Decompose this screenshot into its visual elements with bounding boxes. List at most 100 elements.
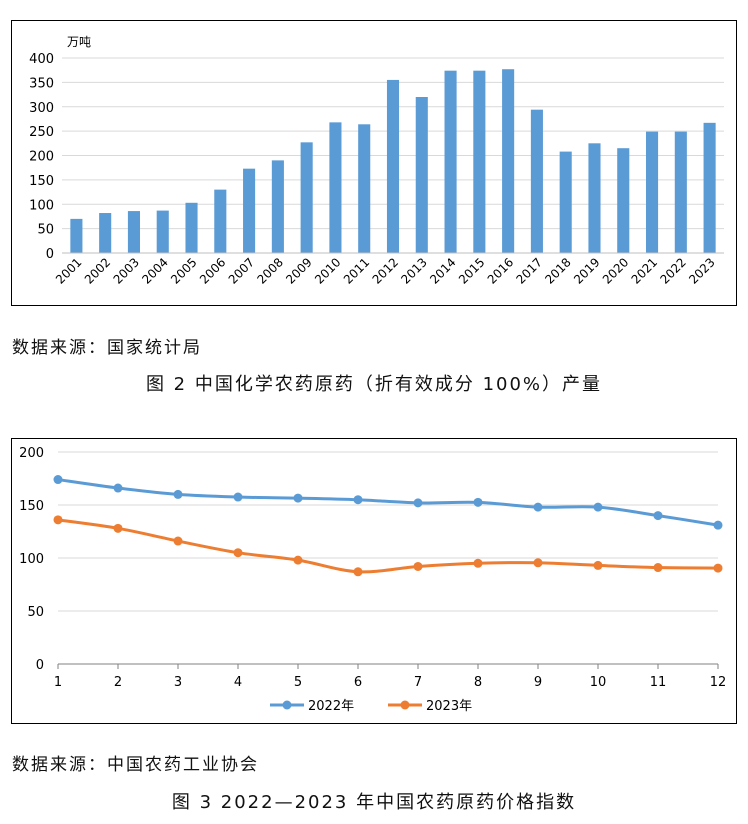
x-tick-label: 2002 (82, 255, 113, 286)
bar (99, 213, 112, 253)
y-tick-label: 0 (46, 247, 54, 262)
production-bar-chart: 0 50 100 150 200 250 300 350 400 万吨 2001 2002 2003 20… (11, 20, 737, 306)
data-point (173, 489, 183, 499)
y-unit-label: 万吨 (67, 35, 91, 49)
chart1-source: 数据来源：国家统计局 (12, 338, 202, 358)
bar (156, 210, 169, 253)
bar (271, 160, 284, 253)
x-tick-label: 2007 (226, 255, 257, 286)
x-tick-label: 2013 (398, 255, 429, 286)
legend-label: 2022年 (308, 699, 354, 714)
series-line (57, 518, 719, 574)
y-tick-label: 50 (37, 223, 54, 238)
y-tick-label: 350 (29, 76, 54, 91)
data-point (293, 493, 303, 503)
x-tick-label: 9 (534, 675, 542, 690)
data-point (353, 567, 363, 577)
data-point (173, 536, 183, 546)
data-point (233, 492, 243, 502)
x-tick-label: 7 (414, 675, 422, 690)
bar (415, 97, 428, 253)
x-tick-label: 2006 (197, 255, 228, 286)
bar (185, 202, 198, 253)
data-point (653, 563, 663, 573)
data-point (713, 563, 723, 573)
bar (444, 70, 457, 253)
x-tick-label: 8 (474, 675, 482, 690)
x-tick-label: 2018 (542, 255, 573, 286)
x-tick-label: 2004 (139, 255, 170, 286)
data-point (533, 558, 543, 568)
data-point (233, 548, 243, 558)
bar (703, 122, 716, 254)
data-point (53, 475, 63, 485)
x-tick-label: 2009 (283, 255, 314, 286)
x-tick-label: 12 (710, 675, 727, 690)
y-tick-label: 150 (19, 499, 44, 514)
bar (358, 124, 371, 253)
data-point (593, 560, 603, 570)
y-tick-label: 150 (29, 174, 54, 189)
bar (674, 131, 687, 253)
bar (300, 142, 313, 253)
y-tick-label: 250 (29, 125, 54, 140)
x-tick-label: 11 (650, 675, 667, 690)
data-point (113, 483, 123, 493)
bar (645, 131, 659, 253)
bar (588, 143, 601, 253)
chart2-title: 图 3 2022—2023 年中国农药原药价格指数 (171, 792, 577, 813)
data-point (113, 523, 123, 533)
x-tick-label: 2017 (514, 255, 545, 286)
bar (127, 211, 141, 253)
x-tick-label: 2016 (485, 255, 516, 286)
data-point (473, 558, 483, 568)
data-point (413, 561, 423, 571)
data-point (413, 498, 423, 508)
chart1-title: 图 2 中国化学农药原药（折有效成分 100%）产量 (145, 374, 603, 395)
x-tick-label: 4 (234, 675, 242, 690)
bar (617, 148, 630, 253)
x-tick-label: 2001 (53, 255, 84, 286)
bar (530, 109, 543, 253)
series-line (57, 478, 719, 527)
legend-marker (282, 700, 292, 710)
x-tick-label: 5 (294, 675, 302, 690)
price-index-line-chart: 0 50 100 150 200 1 2 3 4 5 6 7 8 9 10 11 12 2022年 2023年 (11, 438, 737, 724)
y-tick-label: 400 (29, 52, 54, 67)
x-tick-label: 2011 (341, 255, 372, 286)
bar (559, 151, 572, 253)
y-tick-label: 100 (19, 552, 44, 567)
x-tick-label: 2020 (600, 255, 631, 286)
data-point (293, 555, 303, 565)
bar (473, 70, 486, 253)
y-tick-label: 200 (29, 150, 54, 165)
data-point (653, 511, 663, 521)
x-tick-label: 3 (174, 675, 182, 690)
x-tick-label: 2022 (657, 255, 688, 286)
bar (502, 69, 515, 254)
x-tick-label: 2 (114, 675, 122, 690)
legend-label: 2023年 (426, 699, 472, 714)
x-tick-label: 2012 (370, 255, 401, 286)
bar (386, 79, 400, 253)
data-point (713, 520, 723, 530)
y-tick-label: 100 (29, 198, 54, 213)
x-tick-label: 2015 (456, 255, 487, 286)
data-point (533, 502, 543, 512)
x-tick-label: 2014 (427, 255, 458, 286)
x-tick-label: 2005 (168, 255, 199, 286)
data-point (593, 502, 603, 512)
bar (329, 122, 342, 253)
x-tick-label: 2021 (629, 255, 660, 286)
bar (214, 189, 227, 253)
chart2-source: 数据来源：中国农药工业协会 (12, 755, 259, 775)
bar (243, 168, 256, 253)
x-tick-label: 10 (590, 675, 607, 690)
y-tick-label: 300 (29, 101, 54, 116)
x-tick-label: 2023 (686, 255, 717, 286)
x-tick-label: 2008 (254, 255, 285, 286)
y-tick-label: 200 (19, 446, 44, 461)
bar-chart-svg: 050100150200250300350400万吨20012002200320… (29, 35, 724, 287)
data-point (53, 515, 63, 525)
